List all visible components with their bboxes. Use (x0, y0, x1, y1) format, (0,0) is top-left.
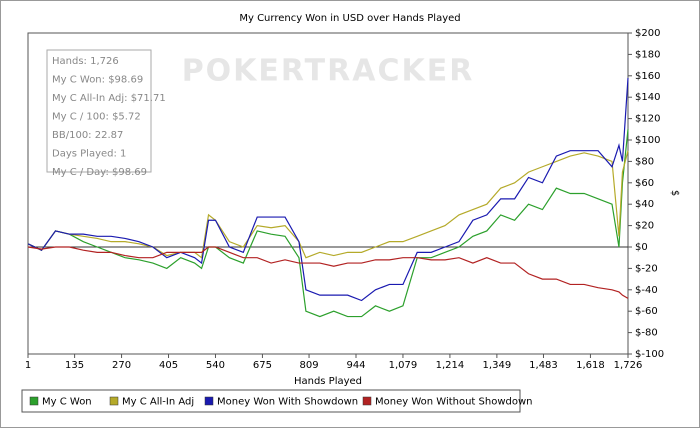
y-axis-label: $ (669, 190, 680, 196)
y-tick-label: $120 (635, 114, 660, 125)
x-tick-label: 540 (206, 360, 225, 371)
y-tick-label: $180 (635, 49, 660, 60)
stat-line: My C All-In Adj: $71.71 (52, 93, 166, 104)
legend-label: My C Won (42, 397, 92, 408)
legend-swatch (204, 396, 214, 406)
stat-line: Days Played: 1 (52, 149, 126, 160)
series-line (27, 150, 629, 259)
stat-line: My C Won: $98.69 (52, 75, 143, 86)
x-tick-label: 1,726 (614, 360, 643, 371)
x-tick-label: 270 (112, 360, 131, 371)
legend-swatch (362, 396, 372, 406)
stat-line: BB/100: 22.87 (52, 130, 123, 141)
x-tick-label: 135 (65, 360, 84, 371)
x-tick-label: 675 (253, 360, 272, 371)
y-tick-label: $-20 (635, 263, 658, 274)
y-tick-label: $20 (635, 221, 654, 232)
legend-swatch (109, 396, 119, 406)
x-tick-label: 809 (299, 360, 318, 371)
legend-label: Money Won With Showdown (217, 397, 358, 408)
stat-line: My C / 100: $5.72 (52, 112, 141, 123)
x-tick-label: 1,079 (389, 360, 418, 371)
legend-label: My C All-In Adj (122, 397, 194, 408)
legend-swatch (29, 396, 39, 406)
watermark: POKERTRACKER (182, 54, 475, 89)
y-tick-label: $-40 (635, 285, 658, 296)
series-line (27, 77, 629, 302)
y-tick-label: $-100 (635, 349, 664, 360)
x-tick-label: 1,214 (436, 360, 465, 371)
legend-label: Money Won Without Showdown (375, 397, 533, 408)
y-tick-label: $140 (635, 92, 660, 103)
y-tick-label: $40 (635, 199, 654, 210)
x-tick-label: 1 (25, 360, 31, 371)
chart-title: My Currency Won in USD over Hands Played (239, 13, 460, 24)
legend-box (21, 389, 521, 413)
x-tick-label: 405 (159, 360, 178, 371)
x-axis-label: Hands Played (294, 376, 362, 387)
y-tick-label: $0 (635, 242, 648, 253)
x-tick-label: 944 (346, 360, 365, 371)
y-tick-label: $-80 (635, 328, 658, 339)
y-tick-label: $60 (635, 178, 654, 189)
stat-line: My C / Day: $98.69 (52, 167, 147, 178)
y-tick-label: $80 (635, 156, 654, 167)
y-tick-label: $200 (635, 28, 660, 39)
stats-box (46, 49, 152, 173)
x-tick-label: 1,618 (576, 360, 605, 371)
y-tick-label: $100 (635, 135, 660, 146)
x-tick-label: 1,483 (529, 360, 558, 371)
series-line (27, 246, 629, 299)
stat-line: Hands: 1,726 (52, 56, 119, 67)
x-tick-label: 1,349 (483, 360, 512, 371)
y-tick-label: $-60 (635, 306, 658, 317)
series-line (27, 129, 629, 318)
y-tick-label: $160 (635, 71, 660, 82)
